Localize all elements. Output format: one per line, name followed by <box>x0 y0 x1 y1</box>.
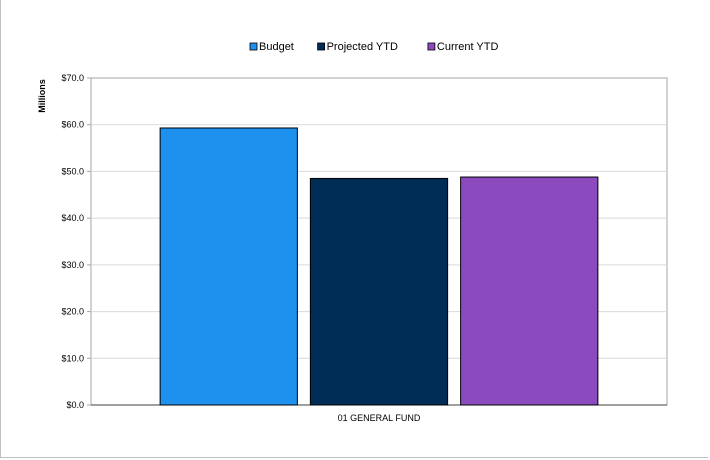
bar-projected-ytd <box>309 177 449 406</box>
y-tick-label: $60.0 <box>61 120 84 130</box>
legend-label: Current YTD <box>437 41 499 53</box>
y-tick-label: $40.0 <box>61 213 84 223</box>
legend-swatch-budget <box>249 42 258 51</box>
y-tick-label: $10.0 <box>61 353 84 363</box>
bars <box>159 127 599 406</box>
legend-swatch-projected-ytd <box>317 42 326 51</box>
x-tick-label: 01 GENERAL FUND <box>338 413 421 423</box>
bar-budget <box>159 127 298 406</box>
bar-current-ytd <box>460 176 599 406</box>
legend-swatch-current-ytd <box>427 42 436 51</box>
y-tick-label: $50.0 <box>61 166 84 176</box>
legend-label: Budget <box>259 41 294 53</box>
legend-label: Projected YTD <box>327 41 398 53</box>
y-axis-title: Millions <box>37 79 47 113</box>
y-tick-label: $20.0 <box>61 307 84 317</box>
x-axis-labels: 01 GENERAL FUND <box>338 413 421 423</box>
y-tick-label: $0.0 <box>66 400 84 410</box>
y-tick-label: $30.0 <box>61 260 84 270</box>
y-tick-label: $70.0 <box>61 73 84 83</box>
y-axis-ticks: $0.0 $10.0 $20.0 $30.0 $40.0 $50.0 $60.0 $70.0 <box>61 73 91 410</box>
legend: Budget Projected YTD Current YTD <box>249 41 499 53</box>
